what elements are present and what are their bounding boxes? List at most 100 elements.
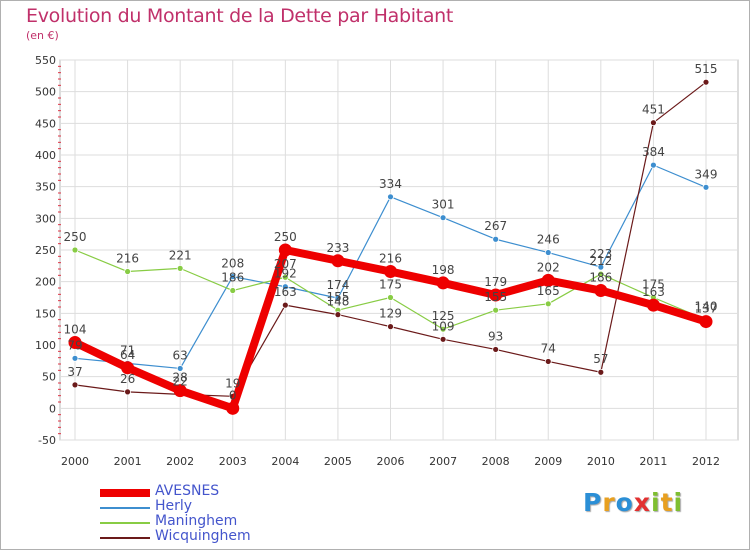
y-tick-label: 550 — [35, 54, 56, 67]
data-point — [387, 323, 394, 331]
data-point — [439, 325, 447, 333]
legend-label: Herly — [155, 498, 193, 514]
data-point — [334, 311, 342, 319]
data-label-layer: 79 71 63 208 192 174 334 301 267 246 223 384 349 250 2… — [64, 62, 718, 402]
data-point — [176, 365, 184, 372]
data-label: 186 — [589, 271, 612, 285]
data-point — [436, 276, 450, 290]
data-point — [492, 346, 500, 353]
data-label: 64 — [120, 348, 135, 362]
data-label: 384 — [642, 145, 665, 159]
x-tick-label: 2007 — [429, 455, 457, 468]
data-point — [597, 270, 605, 278]
data-label: 192 — [274, 267, 297, 281]
legend-label: AVESNES — [155, 483, 220, 499]
data-point — [226, 401, 240, 415]
data-point — [439, 335, 447, 343]
data-label: 163 — [642, 285, 665, 299]
data-label: 79 — [67, 338, 82, 352]
data-label: 129 — [379, 307, 402, 321]
data-label: 0 — [229, 388, 237, 402]
data-label: 155 — [326, 290, 349, 304]
legend: AVESNES Herly Maninghem Wicquinghem — [100, 483, 300, 546]
data-label: 198 — [432, 263, 455, 277]
legend-swatch — [100, 507, 150, 509]
y-tick-label: 100 — [35, 339, 56, 352]
legend-item-herly: Herly — [100, 498, 300, 516]
data-point — [331, 254, 345, 268]
data-point — [71, 246, 79, 254]
y-tick-label: 350 — [35, 181, 56, 194]
data-label: 37 — [67, 365, 82, 379]
x-tick-label: 2009 — [534, 455, 562, 468]
data-label: 28 — [173, 371, 188, 385]
x-tick-label: 2001 — [114, 455, 142, 468]
y-tick-label: 400 — [35, 149, 56, 162]
data-point — [71, 381, 79, 389]
data-point — [702, 183, 710, 191]
data-point — [71, 354, 79, 362]
x-tick-label: 2000 — [61, 455, 89, 468]
data-label: 267 — [484, 219, 507, 233]
grid-layer — [59, 59, 739, 441]
data-label: 148 — [326, 295, 349, 309]
data-label: 202 — [537, 260, 560, 274]
data-point — [334, 294, 342, 302]
y-tick-label: 0 — [49, 402, 56, 415]
data-point — [439, 214, 447, 222]
data-point — [384, 265, 397, 279]
data-point — [650, 161, 657, 169]
data-point — [541, 273, 555, 287]
x-tick-label: 2012 — [692, 455, 720, 468]
legend-item-maninghem: Maninghem — [100, 513, 300, 531]
data-label: 246 — [537, 233, 560, 247]
data-label: 19 — [225, 376, 240, 390]
data-label: 223 — [589, 247, 612, 261]
y-tick-label: 50 — [42, 371, 56, 384]
data-point — [176, 264, 184, 272]
proxiti-logo: Proxiti — [583, 488, 684, 517]
data-point — [702, 78, 710, 86]
y-tick-label: 250 — [35, 244, 56, 257]
data-label: 22 — [173, 374, 188, 388]
data-label: 175 — [379, 278, 402, 292]
data-point — [173, 384, 187, 398]
data-point — [594, 284, 608, 298]
data-point — [229, 287, 237, 294]
x-tick-label: 2011 — [639, 455, 667, 468]
data-label: 57 — [593, 352, 608, 366]
data-point — [650, 119, 657, 127]
data-label: 250 — [274, 230, 297, 244]
data-point — [492, 306, 500, 314]
data-point — [281, 301, 289, 309]
data-label: 155 — [484, 290, 507, 304]
data-point — [281, 273, 289, 281]
data-label: 163 — [274, 285, 297, 299]
data-point — [281, 283, 289, 291]
data-point — [387, 193, 394, 201]
y-tick-label: -50 — [38, 434, 56, 447]
data-label: 71 — [120, 343, 135, 357]
data-point — [489, 288, 503, 302]
data-point — [121, 361, 135, 375]
data-point — [544, 300, 552, 308]
chart-unit-label: (en €) — [26, 29, 59, 42]
data-label: 63 — [173, 348, 188, 362]
data-point — [597, 263, 605, 271]
x-tick-label: 2006 — [377, 455, 405, 468]
data-label: 515 — [695, 62, 718, 76]
data-label: 212 — [589, 254, 612, 268]
x-tick-label: 2008 — [482, 455, 510, 468]
legend-swatch — [100, 522, 150, 524]
data-label: 174 — [326, 278, 349, 292]
legend-swatch — [100, 537, 150, 539]
y-tick-label: 150 — [35, 307, 56, 320]
data-label: 451 — [642, 103, 665, 117]
data-label: 349 — [695, 167, 718, 181]
x-tick-label: 2003 — [219, 455, 247, 468]
data-label: 74 — [541, 341, 556, 355]
data-point — [597, 368, 605, 376]
y-tick-label: 500 — [35, 86, 56, 99]
series-layer — [68, 78, 713, 415]
